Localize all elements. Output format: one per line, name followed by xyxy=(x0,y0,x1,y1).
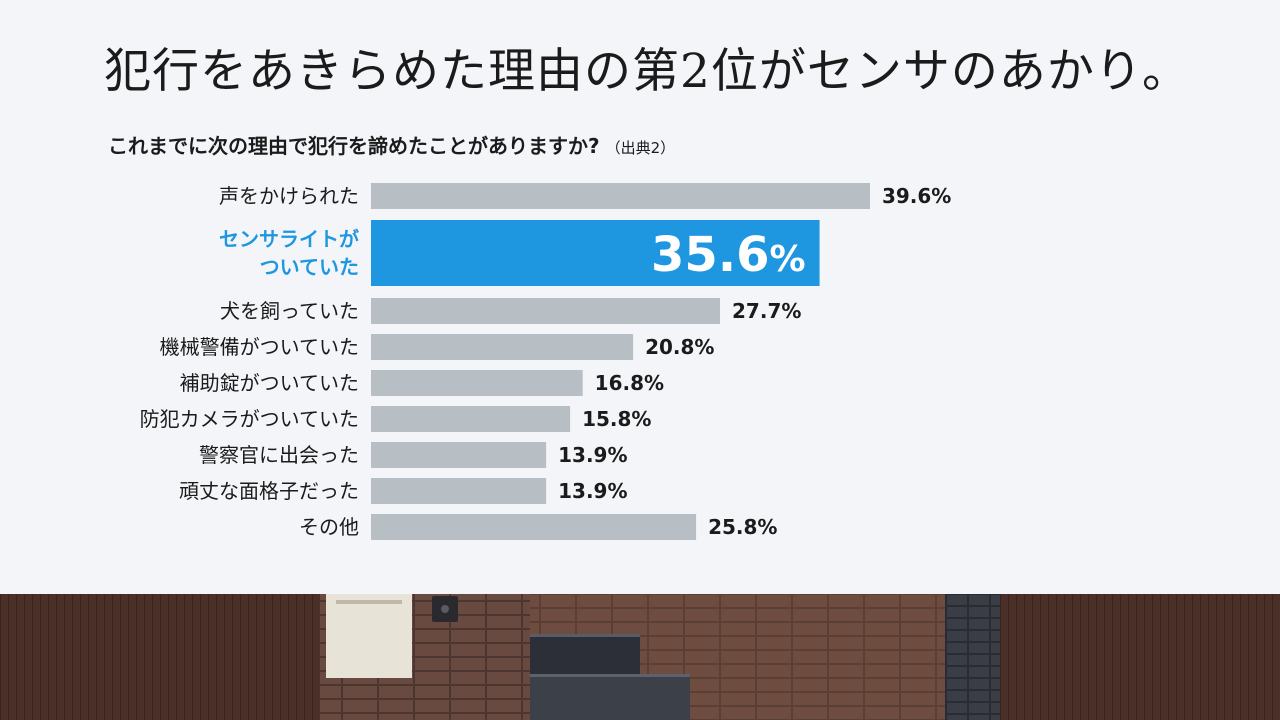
bar xyxy=(371,298,721,324)
source-note: （出典2） xyxy=(605,139,676,157)
value-label: 25.8% xyxy=(708,515,777,539)
category-label: 補助錠がついていた xyxy=(180,371,359,395)
bar xyxy=(371,406,571,432)
bar xyxy=(371,514,697,540)
value-label: 16.8% xyxy=(595,371,664,395)
bar xyxy=(371,370,583,396)
headline: 犯行をあきらめた理由の第2位がセンサのあかり。 xyxy=(104,44,1190,99)
question-text: これまでに次の理由で犯行を諦めたことがありますか? xyxy=(108,134,600,158)
house-entrance-photo xyxy=(0,594,1280,720)
bar xyxy=(371,183,870,209)
bar-highlight xyxy=(371,220,820,286)
category-label: 声をかけられた xyxy=(219,184,359,208)
value-label: 27.7% xyxy=(732,299,801,323)
value-label: 15.8% xyxy=(582,407,651,431)
category-label: 防犯カメラがついていた xyxy=(140,407,359,431)
value-label: 13.9% xyxy=(558,443,627,467)
bar xyxy=(371,478,547,504)
value-label: 13.9% xyxy=(558,479,627,503)
category-label: 警察官に出会った xyxy=(199,443,359,467)
category-label: 犬を飼っていた xyxy=(220,299,359,323)
bar-chart: 声をかけられた 39.6% センサライトがついていた 35.6% 犬を飼っていた 27.7… xyxy=(140,183,951,540)
bar xyxy=(371,334,634,360)
bar xyxy=(371,442,547,468)
category-label: 頑丈な面格子だった xyxy=(179,479,359,503)
value-label: 20.8% xyxy=(645,335,714,359)
category-label: センサライトがついていた xyxy=(219,227,359,279)
category-label: その他 xyxy=(299,515,359,539)
category-label: 機械警備がついていた xyxy=(160,335,359,359)
value-label: 39.6% xyxy=(882,184,951,208)
value-label-highlight: 35.6% xyxy=(651,227,806,283)
survey-question: これまでに次の理由で犯行を諦めたことがありますか? （出典2） xyxy=(108,130,675,159)
